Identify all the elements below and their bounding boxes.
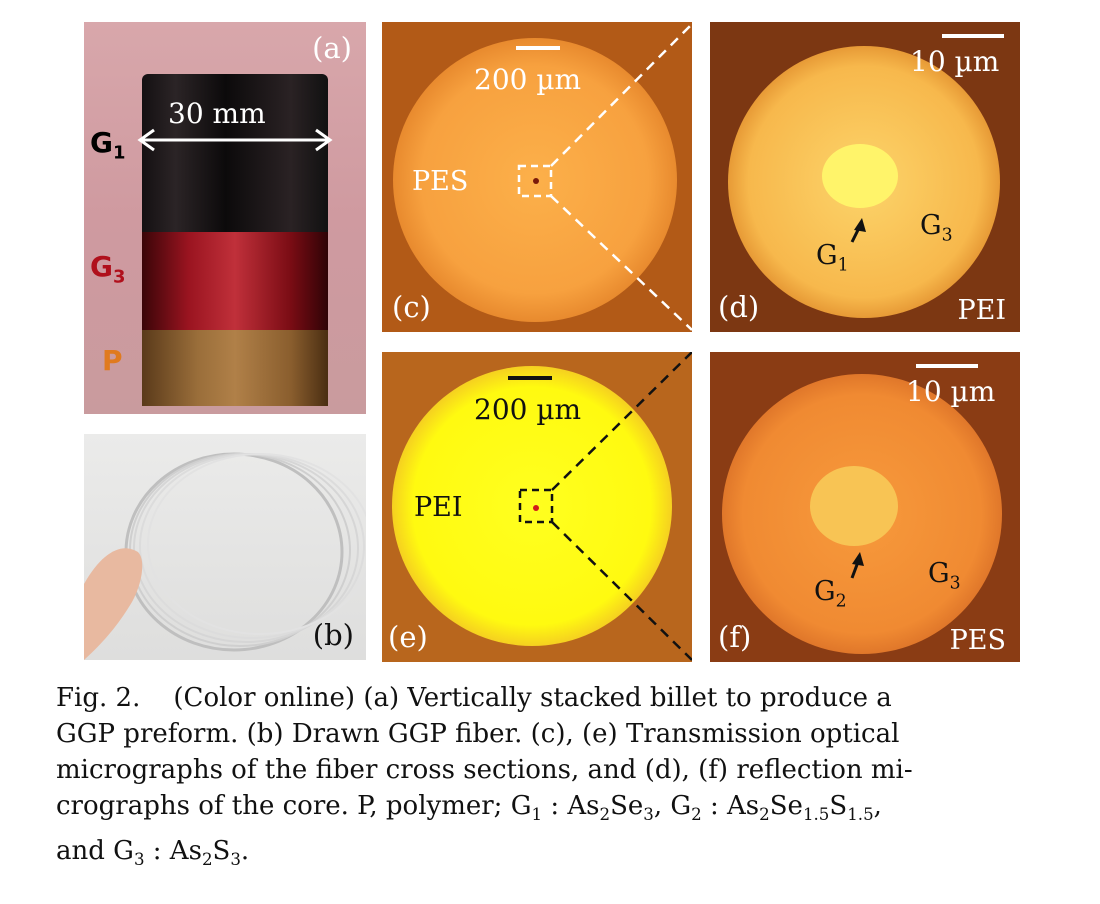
scale-label-30mm: 30 mm [168,97,266,130]
caption-line-5: and G3 : As2S3. [56,836,250,870]
material-label-pei: PEI [957,295,1006,326]
panel-f-core-reflection: 10 µm G2 G3 PES (f) [710,352,1020,662]
cladding-label-g3: G3 [928,558,961,594]
core-label-g1: G1 [816,240,849,276]
scale-bar [916,364,978,368]
panel-label-d: (d) [718,290,760,324]
label-g1: G1 [90,126,126,164]
figure-label: Fig. 2. [56,683,141,713]
fiber-cross-section-e [392,352,692,661]
hand-shape [84,548,143,660]
label-p: P [102,344,123,377]
fiber-coil [84,452,366,660]
cladding-label-g3: G3 [920,210,953,246]
panel-label-e: (e) [388,620,428,654]
panel-label-f: (f) [718,620,752,654]
core-image-d [728,46,1000,318]
caption-line-1: Fig. 2. (Color online) (a) Vertically st… [56,683,892,713]
material-label-pei: PEI [414,492,463,523]
panel-c-pes-micrograph: 200 µm PES (c) [382,22,692,332]
core-label-g2: G2 [814,576,847,612]
glass-g1-layer [142,74,328,236]
panel-label-c: (c) [392,290,431,324]
glass-g3-layer [142,232,328,332]
polymer-layer [142,330,328,406]
panel-a-billet-photo: 30 mm (a) G1 G3 P [84,22,366,414]
scale-bar [508,376,552,380]
scale-label: 200 µm [474,393,582,426]
scale-label: 200 µm [474,63,582,96]
scale-label: 10 µm [906,375,996,408]
scale-bar [516,46,560,50]
core-image-f [722,374,1002,654]
material-label-pes: PES [949,625,1006,656]
scale-bar [942,34,1004,38]
dimension-arrow [137,128,333,152]
panel-d-core-reflection: 10 µm G1 G3 PEI (d) [710,22,1020,332]
figure-caption: Fig. 2. (Color online) (a) Vertically st… [56,680,1056,878]
fiber-cross-section-c [393,23,692,331]
panel-label-a: (a) [312,31,352,65]
scale-label: 10 µm [910,45,1000,78]
panel-b-fiber-photo: (b) [84,434,366,660]
caption-line-4: crographs of the core. P, polymer; G1 : … [56,791,882,825]
panel-label-b: (b) [312,618,354,652]
caption-line-3: micrographs of the fiber cross sections,… [56,755,913,785]
label-g3: G3 [90,250,126,288]
caption-line-2: GGP preform. (b) Drawn GGP fiber. (c), (… [56,719,900,749]
material-label-pes: PES [412,166,469,197]
panel-e-pei-micrograph: 200 µm PEI (e) [382,352,692,662]
